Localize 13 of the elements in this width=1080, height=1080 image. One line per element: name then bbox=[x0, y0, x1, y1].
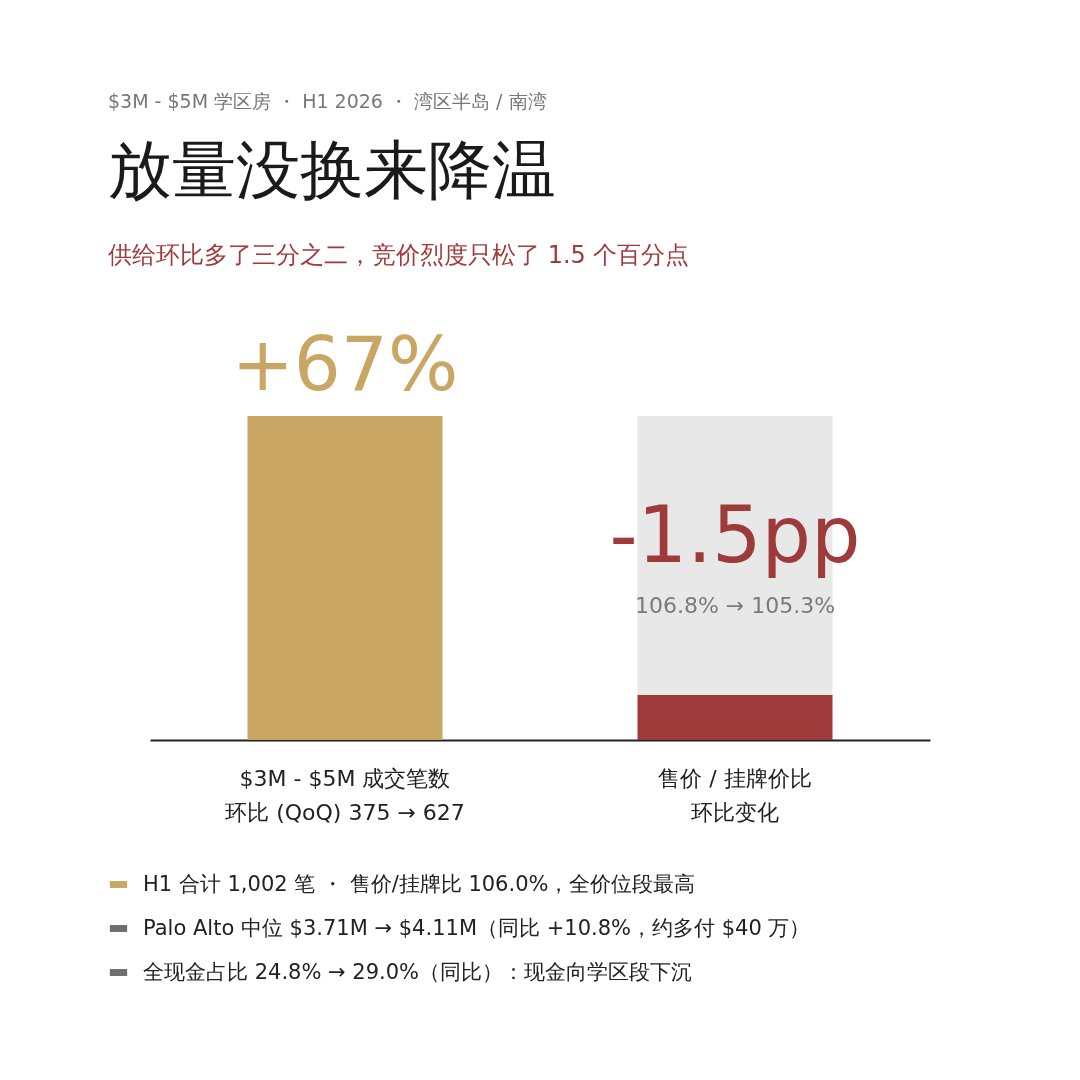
chart-title: 放量没换来降温 bbox=[108, 133, 556, 207]
legend-label: Palo Alto 中位 $3.71M → $4.11M（同比 +10.8%，约多付 $40 万） bbox=[143, 915, 811, 940]
text: 环比 (QoQ) 375 → 627 bbox=[225, 800, 465, 825]
annotation: 106.8% → 105.3% bbox=[634, 592, 836, 618]
x-tick-label: 售价 / 挂牌价比 bbox=[658, 765, 812, 791]
legend-label: H1 合计 1,002 笔 ・ 售价/挂牌比 106.0%，全价位段最高 bbox=[143, 871, 696, 896]
x-tick-label: $3M - $5M 成交笔数 bbox=[239, 765, 451, 791]
legend-label: 全现金占比 24.8% → 29.0%（同比）：现金向学区段下沉 bbox=[143, 959, 693, 984]
chart-subtitle: 供给环比多了三分之二，竞价烈度只松了 1.5 个百分点 bbox=[108, 241, 690, 269]
annotation: -1.5pp bbox=[609, 490, 861, 581]
text: +67% bbox=[231, 321, 459, 407]
text: 环比变化 bbox=[691, 800, 779, 825]
text: $3M - $5M 学区房 ・ H1 2026 ・ 湾区半岛 / 南湾 bbox=[108, 90, 547, 112]
